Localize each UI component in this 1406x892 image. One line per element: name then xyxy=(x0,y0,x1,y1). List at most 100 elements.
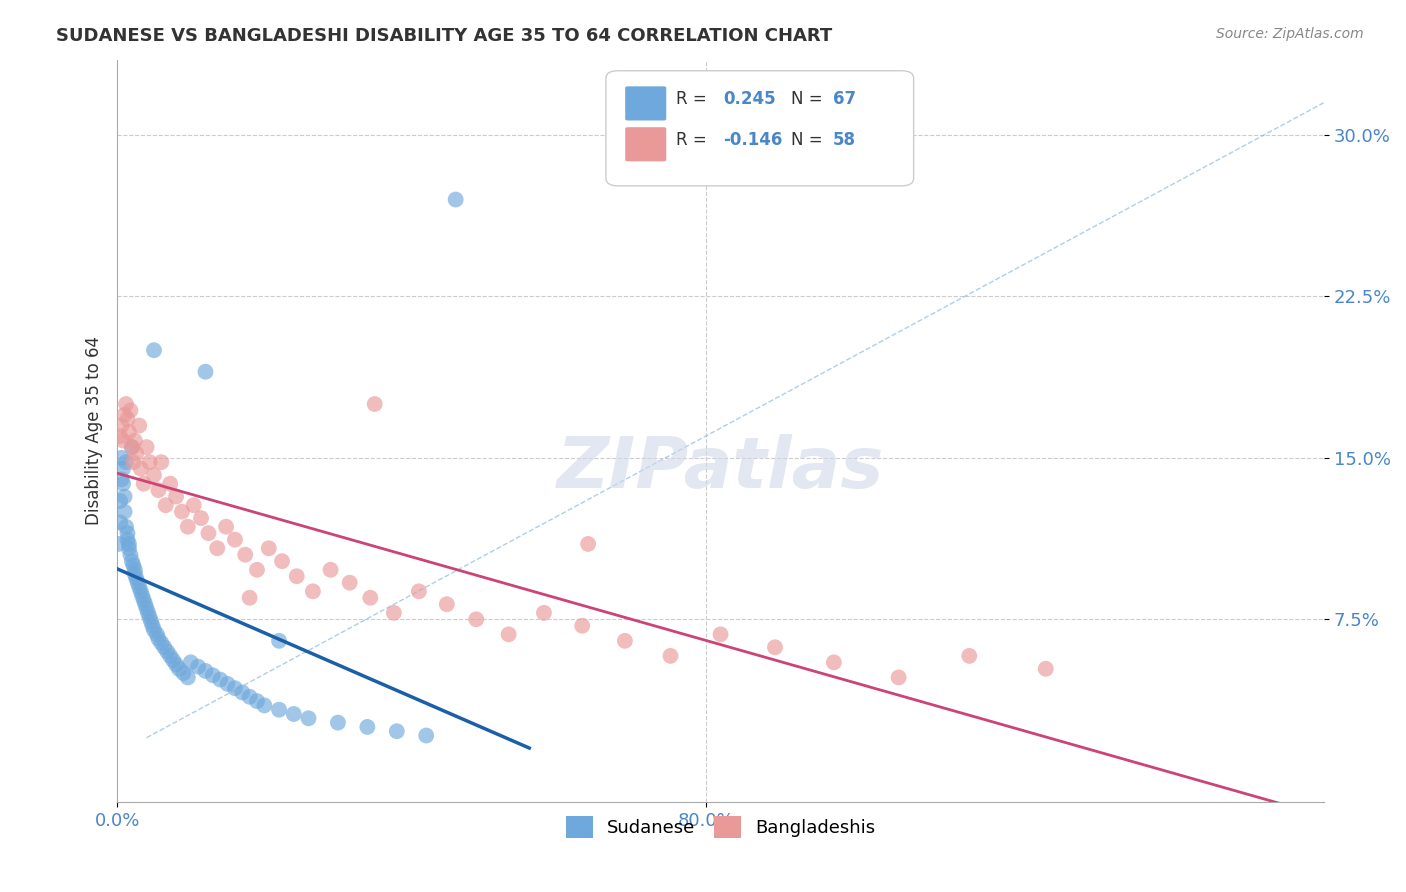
Sudanese xyxy=(141,619,163,633)
Text: 0.245: 0.245 xyxy=(723,90,776,108)
Sudanese xyxy=(146,627,169,641)
Sudanese xyxy=(150,636,173,650)
Text: SUDANESE VS BANGLADESHI DISABILITY AGE 35 TO 64 CORRELATION CHART: SUDANESE VS BANGLADESHI DISABILITY AGE 3… xyxy=(56,27,832,45)
Bangladeshis xyxy=(576,537,599,551)
Sudanese xyxy=(127,575,149,590)
Sudanese xyxy=(267,703,290,717)
Sudanese xyxy=(159,648,181,663)
Sudanese xyxy=(121,440,143,454)
Text: Source: ZipAtlas.com: Source: ZipAtlas.com xyxy=(1216,27,1364,41)
Bangladeshis xyxy=(125,446,148,460)
Sudanese xyxy=(124,567,146,582)
Bangladeshis xyxy=(285,569,308,583)
Bangladeshis xyxy=(115,397,138,411)
Text: R =: R = xyxy=(676,131,711,149)
Sudanese xyxy=(112,476,135,491)
Bangladeshis xyxy=(138,455,160,469)
Sudanese xyxy=(124,563,146,577)
Bangladeshis xyxy=(117,412,139,426)
Bangladeshis xyxy=(246,563,269,577)
Text: -0.146: -0.146 xyxy=(723,131,782,149)
Sudanese xyxy=(231,685,253,699)
Bangladeshis xyxy=(465,612,488,626)
Bangladeshis xyxy=(382,606,405,620)
Sudanese xyxy=(194,664,217,678)
Bangladeshis xyxy=(124,434,146,448)
Sudanese xyxy=(122,558,145,573)
Bangladeshis xyxy=(148,483,170,497)
Sudanese xyxy=(162,653,184,667)
Sudanese xyxy=(134,597,156,611)
Sudanese xyxy=(283,706,305,721)
Sudanese xyxy=(267,633,290,648)
Sudanese xyxy=(114,505,136,519)
FancyBboxPatch shape xyxy=(606,70,914,186)
FancyBboxPatch shape xyxy=(626,128,666,161)
Bangladeshis xyxy=(197,526,219,541)
Bangladeshis xyxy=(155,498,177,512)
Sudanese xyxy=(108,516,131,530)
Sudanese xyxy=(110,450,132,465)
Text: N =: N = xyxy=(790,131,827,149)
Bangladeshis xyxy=(159,476,181,491)
Bangladeshis xyxy=(364,397,387,411)
Sudanese xyxy=(194,365,217,379)
Sudanese xyxy=(132,593,155,607)
Bangladeshis xyxy=(1035,662,1057,676)
Sudanese xyxy=(118,537,141,551)
Sudanese xyxy=(117,526,139,541)
Sudanese xyxy=(177,670,200,684)
Sudanese xyxy=(165,657,187,672)
Bangladeshis xyxy=(132,476,155,491)
Bangladeshis xyxy=(339,575,361,590)
Bangladeshis xyxy=(112,434,135,448)
Sudanese xyxy=(139,615,162,629)
Text: 58: 58 xyxy=(832,131,856,149)
Bangladeshis xyxy=(709,627,731,641)
Sudanese xyxy=(201,668,224,682)
Bangladeshis xyxy=(183,498,205,512)
Bangladeshis xyxy=(224,533,246,547)
Bangladeshis xyxy=(143,468,166,483)
Bangladeshis xyxy=(120,403,142,417)
Sudanese xyxy=(239,690,262,704)
Bangladeshis xyxy=(114,408,136,422)
Sudanese xyxy=(167,662,190,676)
Sudanese xyxy=(297,711,319,725)
Text: N =: N = xyxy=(790,90,827,108)
Sudanese xyxy=(148,632,170,646)
Bangladeshis xyxy=(135,440,157,454)
Sudanese xyxy=(108,494,131,508)
Bangladeshis xyxy=(121,440,143,454)
Sudanese xyxy=(253,698,276,713)
Sudanese xyxy=(224,681,246,695)
Bangladeshis xyxy=(128,418,150,433)
Bangladeshis xyxy=(659,648,682,663)
Legend: Sudanese, Bangladeshis: Sudanese, Bangladeshis xyxy=(558,809,883,846)
Sudanese xyxy=(172,666,194,681)
Bangladeshis xyxy=(887,670,910,684)
Bangladeshis xyxy=(359,591,381,605)
Bangladeshis xyxy=(763,640,786,655)
Bangladeshis xyxy=(122,455,145,469)
Bangladeshis xyxy=(408,584,430,599)
Sudanese xyxy=(128,580,150,594)
FancyBboxPatch shape xyxy=(626,87,666,120)
Sudanese xyxy=(217,677,239,691)
Sudanese xyxy=(115,520,138,534)
Bangladeshis xyxy=(118,425,141,439)
Sudanese xyxy=(114,490,136,504)
Sudanese xyxy=(326,715,349,730)
Bangladeshis xyxy=(108,429,131,443)
Y-axis label: Disability Age 35 to 64: Disability Age 35 to 64 xyxy=(86,336,103,525)
Bangladeshis xyxy=(271,554,294,568)
Bangladeshis xyxy=(498,627,520,641)
Bangladeshis xyxy=(533,606,555,620)
Bangladeshis xyxy=(129,461,152,475)
Sudanese xyxy=(125,571,148,585)
Sudanese xyxy=(107,537,129,551)
Bangladeshis xyxy=(110,418,132,433)
Bangladeshis xyxy=(170,505,193,519)
Sudanese xyxy=(143,343,166,358)
Sudanese xyxy=(135,601,157,615)
